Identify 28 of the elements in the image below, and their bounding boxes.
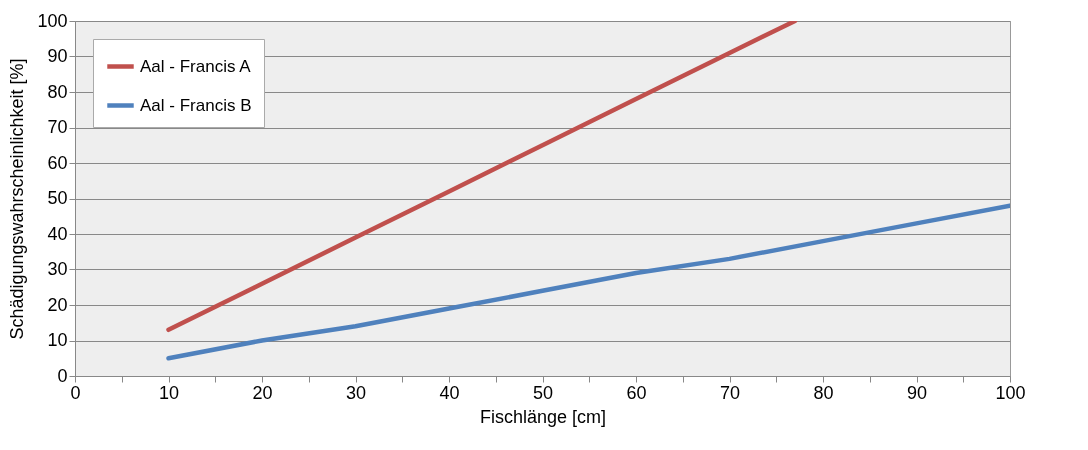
y-tick-label: 50	[47, 188, 68, 208]
y-axis-title: Schädigungswahrscheinlichkeit [%]	[7, 58, 28, 340]
x-tick-label: 10	[158, 382, 180, 403]
x-tick-label: 90	[906, 382, 928, 403]
x-axis-title: Fischlänge [cm]	[479, 406, 607, 427]
x-tick-label: 60	[626, 382, 647, 403]
x-tick-label: 80	[813, 382, 834, 403]
legend-label: Aal - Francis B	[140, 95, 252, 115]
line-series	[166, 203, 1010, 361]
x-tick-label: 0	[70, 382, 81, 403]
y-tick-label: 80	[47, 81, 68, 102]
x-tick-label: 30	[345, 382, 367, 403]
y-tick-label: 40	[47, 223, 68, 244]
line-series	[166, 21, 798, 333]
legend-label: Aal - Francis A	[140, 56, 252, 76]
y-tick-label: 20	[47, 294, 68, 315]
y-tick-label: 0	[57, 365, 68, 386]
y-tick-label: 10	[47, 330, 68, 350]
x-tick-label: 50	[532, 382, 554, 403]
y-tick-label: 70	[47, 117, 68, 137]
y-tick-label: 90	[47, 46, 68, 66]
y-tick-label: 100	[37, 10, 68, 31]
x-tick-label: 20	[252, 382, 273, 403]
y-tick-label: 60	[47, 152, 68, 173]
x-tick-label: 40	[439, 382, 460, 403]
y-tick-label: 30	[47, 259, 68, 279]
x-tick-label: 100	[995, 382, 1026, 403]
x-tick-label: 70	[719, 382, 741, 403]
